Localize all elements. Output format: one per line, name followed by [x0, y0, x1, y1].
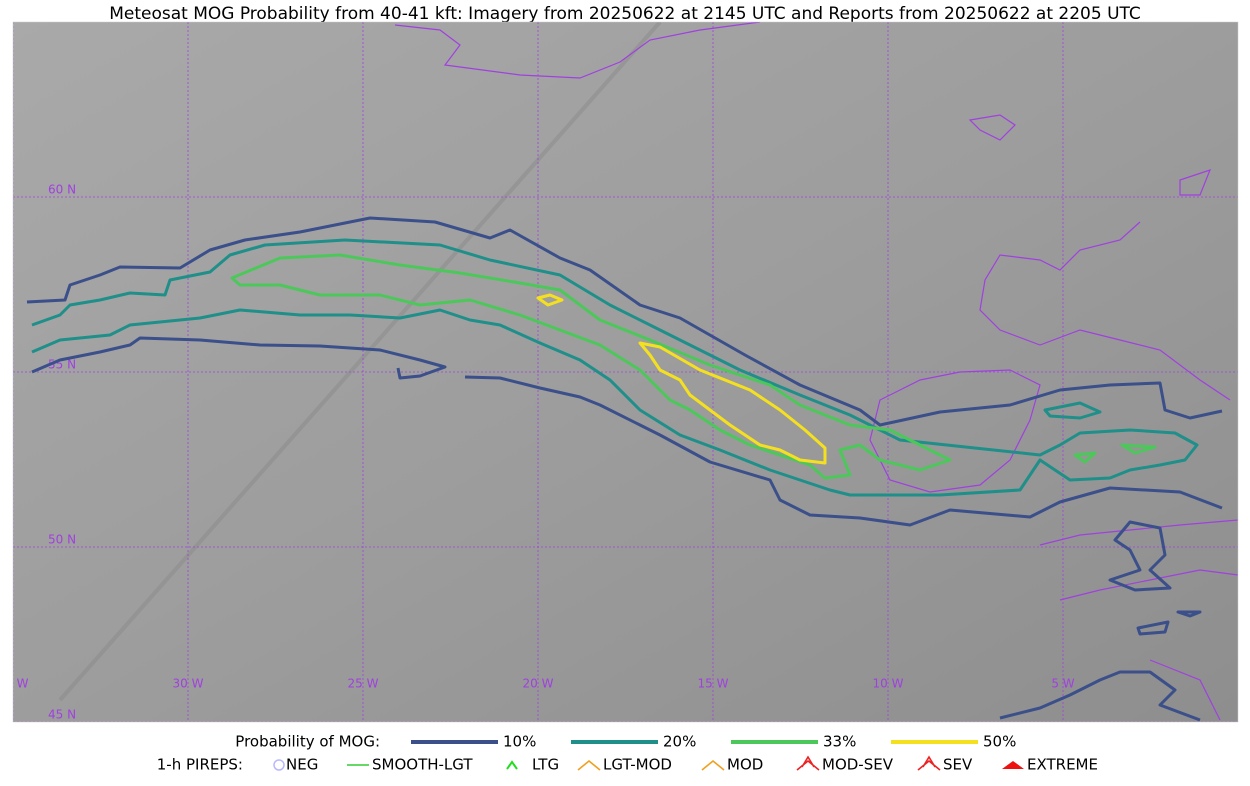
pirep-label: LGT-MOD [603, 756, 672, 774]
probability-contour [1120, 443, 1157, 455]
longitude-label: 5 W [1051, 677, 1074, 691]
probability-contour [999, 670, 1201, 722]
pirep-label: LTG [532, 756, 559, 774]
legend-label: 20% [663, 733, 696, 751]
probability-contour [1108, 520, 1172, 592]
image-artifact [58, 22, 662, 702]
title: Meteosat MOG Probability from 40-41 kft:… [109, 4, 1141, 24]
pirep-icon [273, 759, 285, 771]
longitude-label: 15 W [698, 677, 729, 691]
legend-label: 50% [983, 733, 1016, 751]
longitude-label: 20 W [523, 677, 554, 691]
legend-label: 10% [503, 733, 536, 751]
pirep-icon [1002, 761, 1024, 769]
probability-contour [31, 336, 447, 380]
probability-contour [31, 238, 1199, 497]
graticule: 60 N55 N50 N45 N35 W 30 W 25 W 20 W 15 W 10 W… [0, 22, 1238, 722]
longitude-label: 35 W [0, 677, 29, 691]
pirep-icon [701, 759, 725, 771]
probability-contour [464, 375, 1223, 527]
coastlines [394, 22, 1238, 721]
pirep-icon [506, 760, 518, 770]
map: 60 N55 N50 N45 N35 W 30 W 25 W 20 W 15 W 10 W… [0, 22, 1238, 722]
pirep-icon [917, 755, 941, 771]
pirep-label: SMOOTH-LGT [372, 756, 473, 774]
latitude-label: 50 N [48, 533, 76, 547]
probability-contour [1136, 620, 1170, 636]
probability-contour [26, 216, 1223, 427]
pirep-label: NEG [286, 756, 318, 774]
probability-contour [1176, 610, 1202, 618]
legend: Probability of MOG: 10% 20% 33% 50% 1-h PIREP… [157, 733, 1098, 774]
pirep-label: SEV [943, 756, 973, 774]
probability-contour [536, 293, 564, 307]
probability-contour [638, 341, 827, 465]
legend-label: 33% [823, 733, 856, 751]
probability-contour [1073, 451, 1097, 464]
pirep-icon [577, 759, 601, 771]
map-frame [12, 21, 1239, 723]
pirep-icon [796, 755, 820, 771]
latitude-label: 45 N [48, 708, 76, 722]
longitude-label: 10 W [873, 677, 904, 691]
longitude-label: 30 W [173, 677, 204, 691]
longitude-label: 25 W [348, 677, 379, 691]
legend-title: 1-h PIREPS: [157, 756, 243, 774]
pirep-label: EXTREME [1027, 756, 1098, 774]
contours [26, 216, 1223, 722]
probability-contour [230, 253, 952, 480]
probability-contour [1043, 401, 1102, 420]
pirep-label: MOD-SEV [822, 756, 894, 774]
legend-title: Probability of MOG: [235, 733, 380, 751]
pirep-label: MOD [727, 756, 763, 774]
latitude-label: 60 N [48, 183, 76, 197]
